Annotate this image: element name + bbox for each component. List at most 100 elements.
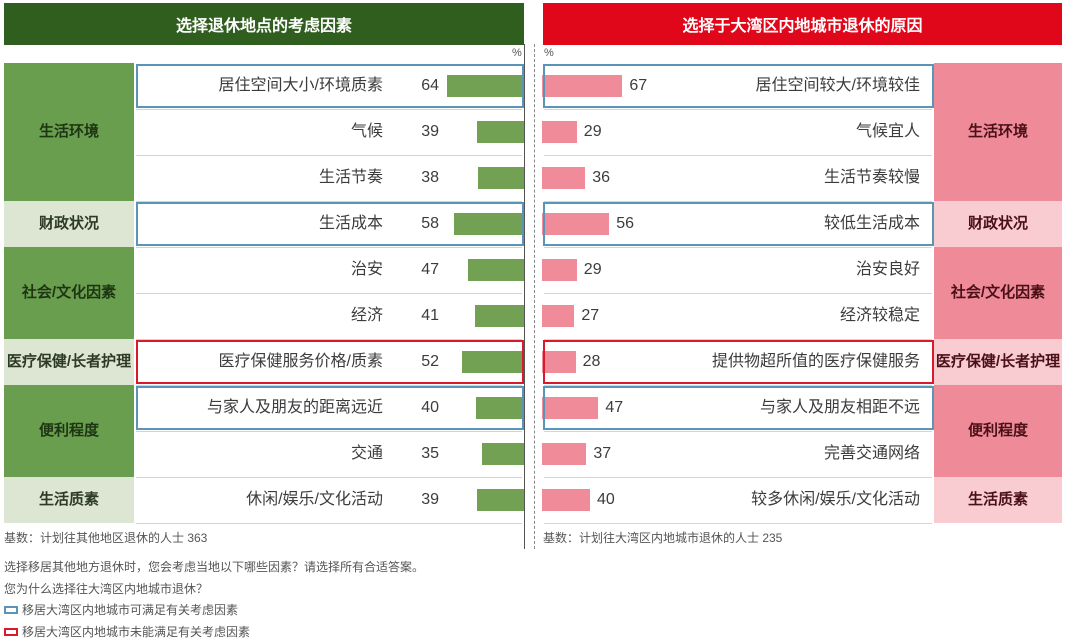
right-bar xyxy=(542,489,590,511)
left-category-label: 生活环境 xyxy=(38,123,99,140)
right-row-divider xyxy=(544,293,932,294)
right-category-band: 便利程度 xyxy=(934,385,1062,477)
left-category-band: 生活质素 xyxy=(4,477,134,523)
right-value-label: 36 xyxy=(592,169,610,186)
left-factor-label: 经济 xyxy=(350,307,383,324)
right-bar xyxy=(542,259,577,281)
right-factor-label: 治安良好 xyxy=(855,261,920,278)
left-factor-label: 生活成本 xyxy=(318,215,383,232)
right-bar xyxy=(542,121,577,143)
left-value-label: 38 xyxy=(421,169,439,186)
left-category-band: 医疗保健/长者护理 xyxy=(4,339,134,385)
right-factor-label: 与家人及朋友相距不远 xyxy=(759,399,920,416)
left-row-divider xyxy=(136,431,522,432)
left-row-divider xyxy=(136,385,522,386)
right-row-divider xyxy=(544,339,932,340)
left-row-divider xyxy=(136,109,522,110)
left-value-label: 47 xyxy=(421,261,439,278)
right-category-band: 医疗保健/长者护理 xyxy=(934,339,1062,385)
left-row-divider xyxy=(136,339,522,340)
right-factor-label: 生活节奏较慢 xyxy=(823,169,920,186)
right-category-label: 财政状况 xyxy=(967,215,1028,232)
right-category-label: 文化因素 xyxy=(985,284,1046,301)
right-row-divider xyxy=(544,523,932,524)
left-category-label: 便利程度 xyxy=(38,422,99,439)
right-factor-label: 经济较稳定 xyxy=(839,307,920,324)
left-category-label: 医疗保健/ xyxy=(6,353,72,370)
left-base-note: 基数：计划往其他地区退休的人士 363 xyxy=(4,531,208,545)
left-factor-label: 治安 xyxy=(350,261,383,278)
legend-unmet-label: 移居大湾区内地城市未能满足有关考虑因素 xyxy=(22,625,251,639)
right-panel-title: 选择于大湾区内地城市退休的原因 xyxy=(543,3,1062,45)
right-category-label: 生活质素 xyxy=(967,491,1028,508)
right-value-label: 29 xyxy=(583,123,602,140)
right-value-label: 47 xyxy=(605,399,624,416)
left-value-label: 41 xyxy=(421,307,439,324)
right-bar xyxy=(542,443,587,465)
right-bar xyxy=(542,397,599,419)
right-category-label: 医疗保健/ xyxy=(935,353,1001,370)
right-row-divider xyxy=(544,431,932,432)
question-note-2: 您为什么选择往大湾区内地城市退休？ xyxy=(4,582,209,596)
left-row-divider xyxy=(136,155,522,156)
legend-met-label: 移居大湾区内地城市可满足有关考虑因素 xyxy=(22,603,239,617)
left-category-label: 长者护理 xyxy=(71,353,132,370)
right-row-divider xyxy=(544,201,932,202)
right-bar xyxy=(542,305,575,327)
right-value-label: 27 xyxy=(581,307,600,324)
left-bar xyxy=(477,489,524,511)
right-value-label: 56 xyxy=(616,215,634,232)
right-category-band: 社会/文化因素 xyxy=(934,247,1062,339)
right-value-label: 40 xyxy=(597,491,615,508)
left-row-divider xyxy=(136,523,522,524)
right-factor-label: 提供物超所值的医疗保健服务 xyxy=(711,353,920,370)
left-factor-label: 医疗保健服务价格/质素 xyxy=(218,353,383,370)
left-panel-title: 选择退休地点的考虑因素 xyxy=(4,3,524,45)
left-unit-label: % xyxy=(512,47,522,59)
legend-met-swatch xyxy=(4,605,18,614)
question-note-1: 选择移居其他地方退休时，您会考虑当地以下哪些因素？请选择所有合适答案。 xyxy=(4,560,425,574)
right-bar xyxy=(542,351,576,373)
left-row-divider xyxy=(136,477,522,478)
left-bar xyxy=(474,305,524,327)
right-category-label: 便利程度 xyxy=(967,422,1028,439)
right-value-label: 28 xyxy=(582,353,601,370)
legend-unmet-swatch xyxy=(4,627,18,636)
right-bar xyxy=(542,167,586,189)
left-bar xyxy=(477,121,524,143)
left-bar xyxy=(454,213,524,235)
right-row-divider xyxy=(544,247,932,248)
left-category-band: 生活环境 xyxy=(4,63,134,201)
right-factor-label: 完善交通网络 xyxy=(823,445,920,462)
right-value-label: 29 xyxy=(583,261,602,278)
left-bar xyxy=(476,397,524,419)
left-value-label: 39 xyxy=(421,123,439,140)
left-value-label: 35 xyxy=(421,445,439,462)
left-value-label: 58 xyxy=(421,215,439,232)
left-row-divider xyxy=(136,293,522,294)
right-category-label: 社会/ xyxy=(950,284,986,301)
legend-unmet: 移居大湾区内地城市未能满足有关考虑因素 xyxy=(4,623,250,640)
left-factor-label: 与家人及朋友的距离远近 xyxy=(206,399,383,416)
right-bar xyxy=(542,75,623,97)
right-value-label: 37 xyxy=(593,445,612,462)
right-category-band: 生活环境 xyxy=(934,63,1062,201)
right-base-note: 基数：计划往大湾区内地城市退休的人士 235 xyxy=(543,531,783,545)
right-row-divider xyxy=(544,109,932,110)
right-bar xyxy=(542,213,610,235)
right-category-label: 生活环境 xyxy=(967,123,1028,140)
left-value-label: 39 xyxy=(421,491,439,508)
right-row-divider xyxy=(544,155,932,156)
right-factor-label: 气候宜人 xyxy=(855,123,920,140)
right-category-band: 财政状况 xyxy=(934,201,1062,247)
legend-met: 移居大湾区内地城市可满足有关考虑因素 xyxy=(4,601,238,618)
left-factor-label: 居住空间大小/环境质素 xyxy=(218,77,383,94)
left-row-divider xyxy=(136,247,522,248)
left-value-label: 64 xyxy=(421,77,439,94)
left-bar xyxy=(461,351,524,373)
right-row-divider xyxy=(544,385,932,386)
left-bar xyxy=(482,443,524,465)
left-value-label: 40 xyxy=(421,399,439,416)
left-factor-label: 交通 xyxy=(350,445,383,462)
left-factor-label: 气候 xyxy=(350,123,383,140)
